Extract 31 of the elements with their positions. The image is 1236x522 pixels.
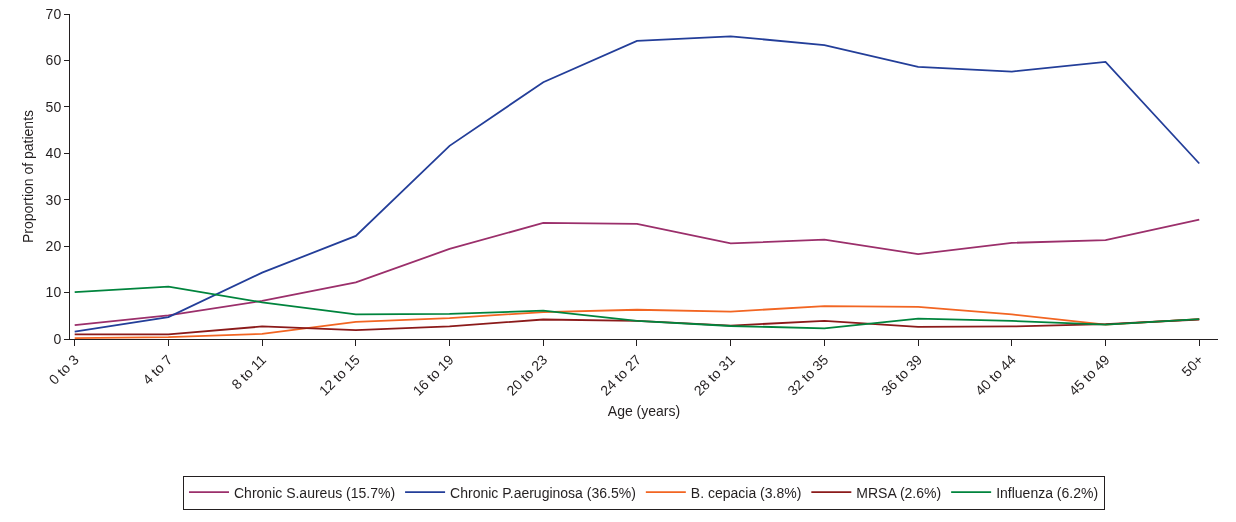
x-tick-label: 24 to 27 <box>596 351 645 399</box>
legend-label: MRSA (2.6%) <box>856 484 942 501</box>
y-tick-label: 0 <box>53 330 62 347</box>
y-tick-label: 20 <box>45 238 62 255</box>
x-tick-label: 28 to 31 <box>690 351 738 399</box>
y-tick-label: 10 <box>45 284 62 301</box>
legend-label: Chronic P.aeruginosa (36.5%) <box>450 484 636 501</box>
line-series <box>73 35 1201 333</box>
x-tick-label: 32 to 35 <box>784 351 832 399</box>
y-tick-label: 30 <box>45 191 62 208</box>
legend-label: Chronic S.aureus (15.7%) <box>234 484 396 501</box>
line-series <box>73 285 1201 330</box>
x-tick-label: 20 to 23 <box>503 351 551 399</box>
x-tick-label: 0 to 3 <box>45 351 82 388</box>
y-axis-title: Proportion of patients <box>20 109 37 244</box>
x-tick-label: 8 to 11 <box>228 351 270 393</box>
x-tick-label: 12 to 15 <box>315 351 364 399</box>
x-tick-label: 16 to 19 <box>409 351 457 399</box>
x-tick-label: 50+ <box>1178 351 1207 380</box>
x-tick-label: 36 to 39 <box>878 351 926 399</box>
y-tick-label: 50 <box>45 98 62 115</box>
legend-label: B. cepacia (3.8%) <box>690 484 802 501</box>
line-series <box>73 218 1201 326</box>
legend-label: Influenza (6.2%) <box>996 484 1099 501</box>
y-tick-label: 70 <box>45 5 62 22</box>
x-tick-label: 4 to 7 <box>139 351 176 388</box>
x-axis-title: Age (years) <box>607 402 681 419</box>
x-tick-label: 45 to 49 <box>1065 351 1113 399</box>
y-tick-label: 40 <box>45 145 62 162</box>
x-tick-label: 40 to 44 <box>971 351 1020 399</box>
y-tick-label: 60 <box>45 52 62 69</box>
